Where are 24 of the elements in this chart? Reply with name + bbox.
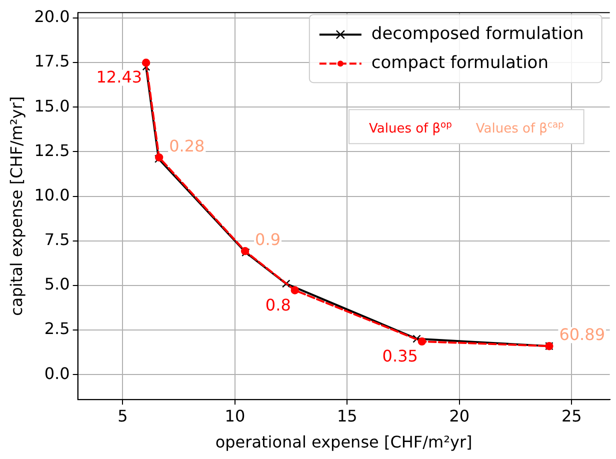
y-tick-label: 5.0 (44, 274, 70, 294)
annotation: 0.28 (169, 136, 205, 156)
x-tick-label: 15 (337, 406, 358, 426)
annotation: 0.8 (265, 295, 291, 314)
y-tick-label: 20.0 (34, 7, 70, 26)
annotation: 12.43 (96, 68, 142, 87)
y-tick-label: 10.0 (34, 185, 70, 204)
y-tick-label: 2.5 (44, 319, 70, 338)
y-tick-label: 17.5 (34, 52, 70, 71)
x-tick-label: 20 (449, 406, 470, 426)
annotation: 0.35 (382, 346, 418, 366)
y-tick-label: 7.5 (44, 230, 70, 250)
x-tick-label: 25 (561, 406, 582, 426)
legend-label: decomposed formulation (371, 24, 584, 44)
legend-label: compact formulation (371, 53, 548, 74)
y-axis-title: capital expense [CHF/m²yr] (6, 96, 26, 316)
x-tick-label: 10 (224, 406, 246, 426)
y-tick-label: 0.0 (44, 364, 70, 383)
y-tick-label: 15.0 (34, 96, 70, 116)
x-axis-title: operational expense [CHF/m²yr] (215, 432, 472, 452)
x-tick-label: 5 (118, 406, 128, 426)
y-tick-label: 12.5 (34, 140, 70, 160)
annotation: 60.89 (559, 325, 606, 344)
annotation: 0.9 (255, 230, 280, 250)
